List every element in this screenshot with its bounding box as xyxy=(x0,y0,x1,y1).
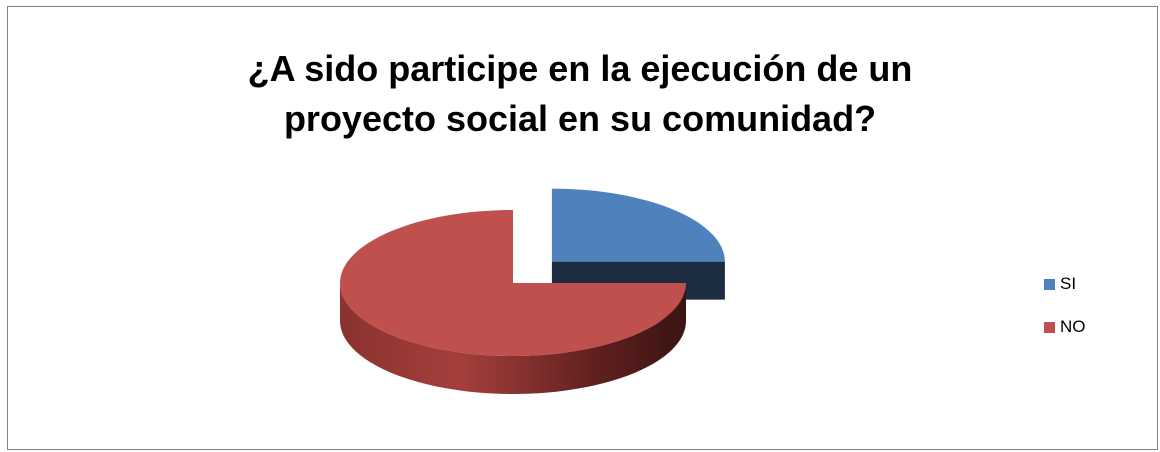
legend-label-si: SI xyxy=(1060,274,1077,293)
legend-item-no: NO xyxy=(1044,317,1086,337)
legend-swatch-no xyxy=(1044,321,1055,333)
chart-title-line-2: proyecto social en su comunidad? xyxy=(283,98,877,139)
legend: SI NO xyxy=(1044,274,1086,360)
legend-swatch-si xyxy=(1044,278,1055,290)
pie-slice-no-side-0 xyxy=(340,283,686,394)
pie-slices xyxy=(340,188,725,394)
pie-slice-si xyxy=(551,188,725,262)
chart-title: ¿A sido participe en la ejecución de un … xyxy=(0,44,1160,144)
legend-label-no: NO xyxy=(1060,317,1086,336)
pie-slice-no xyxy=(340,210,686,356)
legend-item-si: SI xyxy=(1044,274,1086,294)
chart-title-line-1: ¿A sido participe en la ejecución de un xyxy=(247,48,913,89)
